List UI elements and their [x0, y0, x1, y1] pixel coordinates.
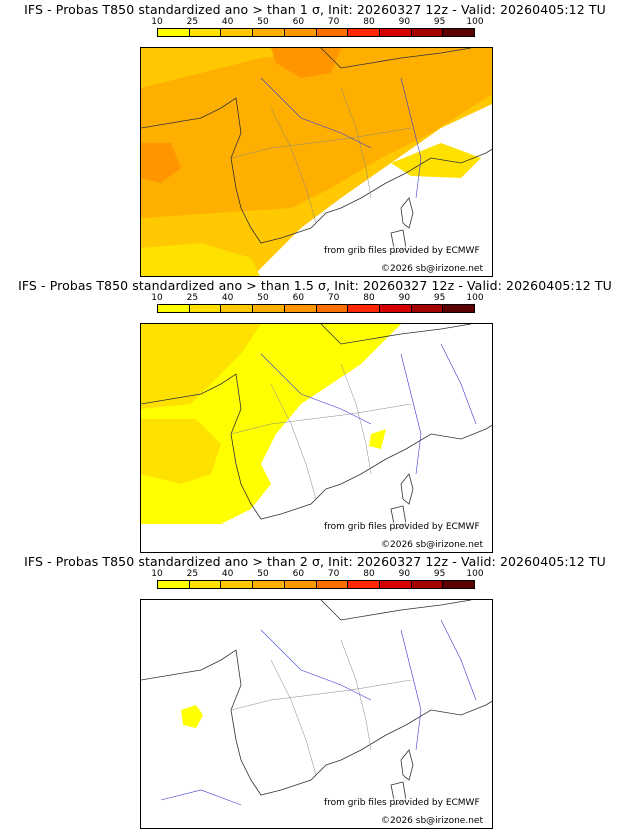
colorbar	[157, 28, 475, 37]
probability-map: from grib files provided by ECMWF ©2026 …	[140, 323, 493, 553]
colorbar-segment	[221, 29, 254, 36]
probability-map: from grib files provided by ECMWF ©2026 …	[140, 47, 493, 277]
colorbar-labels: 10 25 40 50 60 70 80 90 95 100	[148, 17, 488, 29]
colorbar-segment	[443, 29, 475, 36]
colorbar-label: 90	[398, 293, 411, 303]
map-graphic	[141, 324, 492, 530]
colorbar-label: 50	[257, 17, 269, 27]
colorbar-label: 60	[292, 293, 305, 303]
colorbar-label: 60	[292, 17, 305, 27]
colorbar-segment	[443, 305, 475, 312]
source-credit: from grib files provided by ECMWF	[324, 522, 480, 532]
colorbar-segment	[253, 29, 285, 36]
colorbar-label: 95	[433, 569, 446, 579]
colorbar-label: 60	[292, 569, 305, 579]
colorbar-label: 10	[151, 17, 163, 27]
colorbar-segment	[189, 581, 222, 588]
colorbar-label: 25	[186, 17, 199, 27]
colorbar-label: 70	[327, 293, 340, 303]
colorbar-segment	[253, 581, 285, 588]
colorbar-segment	[348, 29, 380, 36]
colorbar-segment	[348, 581, 380, 588]
colorbar-segment	[253, 305, 285, 312]
colorbar-segment	[379, 581, 412, 588]
map-graphic	[141, 600, 492, 806]
colorbar-segment	[189, 305, 222, 312]
copyright-credit: ©2026 sb@irizone.net	[381, 816, 483, 826]
colorbar-label: 50	[257, 293, 269, 303]
colorbar-label: 80	[363, 17, 375, 27]
colorbar-segment	[284, 29, 317, 36]
colorbar-segment	[379, 305, 412, 312]
colorbar-segment	[158, 305, 190, 312]
map-panel-1-5sigma: IFS - Probas T850 standardized ano > tha…	[0, 276, 630, 553]
colorbar-label: 50	[257, 569, 269, 579]
colorbar-label: 95	[433, 17, 446, 27]
colorbar-segment	[158, 29, 190, 36]
colorbar-labels: 10 25 40 50 60 70 80 90 95 100	[148, 569, 488, 581]
map-graphic	[141, 48, 492, 276]
colorbar-segment	[316, 581, 349, 588]
copyright-credit: ©2026 sb@irizone.net	[381, 540, 483, 550]
colorbar	[157, 304, 475, 313]
colorbar	[157, 580, 475, 589]
source-credit: from grib files provided by ECMWF	[324, 798, 480, 808]
colorbar-segment	[284, 305, 317, 312]
colorbar-segment	[316, 29, 349, 36]
colorbar-segment	[221, 581, 254, 588]
colorbar-segment	[443, 581, 475, 588]
colorbar-segment	[411, 305, 444, 312]
colorbar-label: 70	[327, 17, 340, 27]
colorbar-label: 95	[433, 293, 446, 303]
colorbar-segment	[158, 581, 190, 588]
map-panel-1sigma: IFS - Probas T850 standardized ano > tha…	[0, 0, 630, 277]
colorbar-label: 40	[221, 293, 234, 303]
colorbar-segment	[189, 29, 222, 36]
colorbar-segment	[411, 581, 444, 588]
colorbar-label: 80	[363, 293, 375, 303]
colorbar-label: 100	[466, 293, 484, 303]
colorbar-label: 40	[221, 17, 234, 27]
colorbar-label: 80	[363, 569, 375, 579]
panel-title: IFS - Probas T850 standardized ano > tha…	[24, 2, 606, 17]
colorbar-label: 70	[327, 569, 340, 579]
colorbar-labels: 10 25 40 50 60 70 80 90 95 100	[148, 293, 488, 305]
colorbar-segment	[284, 581, 317, 588]
source-credit: from grib files provided by ECMWF	[324, 246, 480, 256]
probability-map: from grib files provided by ECMWF ©2026 …	[140, 599, 493, 829]
colorbar-segment	[379, 29, 412, 36]
colorbar-segment	[221, 305, 254, 312]
panel-title: IFS - Probas T850 standardized ano > tha…	[18, 278, 612, 293]
colorbar-segment	[348, 305, 380, 312]
colorbar-label: 100	[466, 17, 484, 27]
colorbar-label: 100	[466, 569, 484, 579]
copyright-credit: ©2026 sb@irizone.net	[381, 264, 483, 274]
colorbar-label: 40	[221, 569, 234, 579]
map-panel-2sigma: IFS - Probas T850 standardized ano > tha…	[0, 552, 630, 829]
colorbar-label: 25	[186, 569, 199, 579]
colorbar-label: 90	[398, 17, 411, 27]
colorbar-label: 90	[398, 569, 411, 579]
panel-title: IFS - Probas T850 standardized ano > tha…	[24, 554, 606, 569]
colorbar-label: 10	[151, 569, 163, 579]
colorbar-label: 25	[186, 293, 199, 303]
colorbar-segment	[316, 305, 349, 312]
colorbar-segment	[411, 29, 444, 36]
colorbar-label: 10	[151, 293, 163, 303]
